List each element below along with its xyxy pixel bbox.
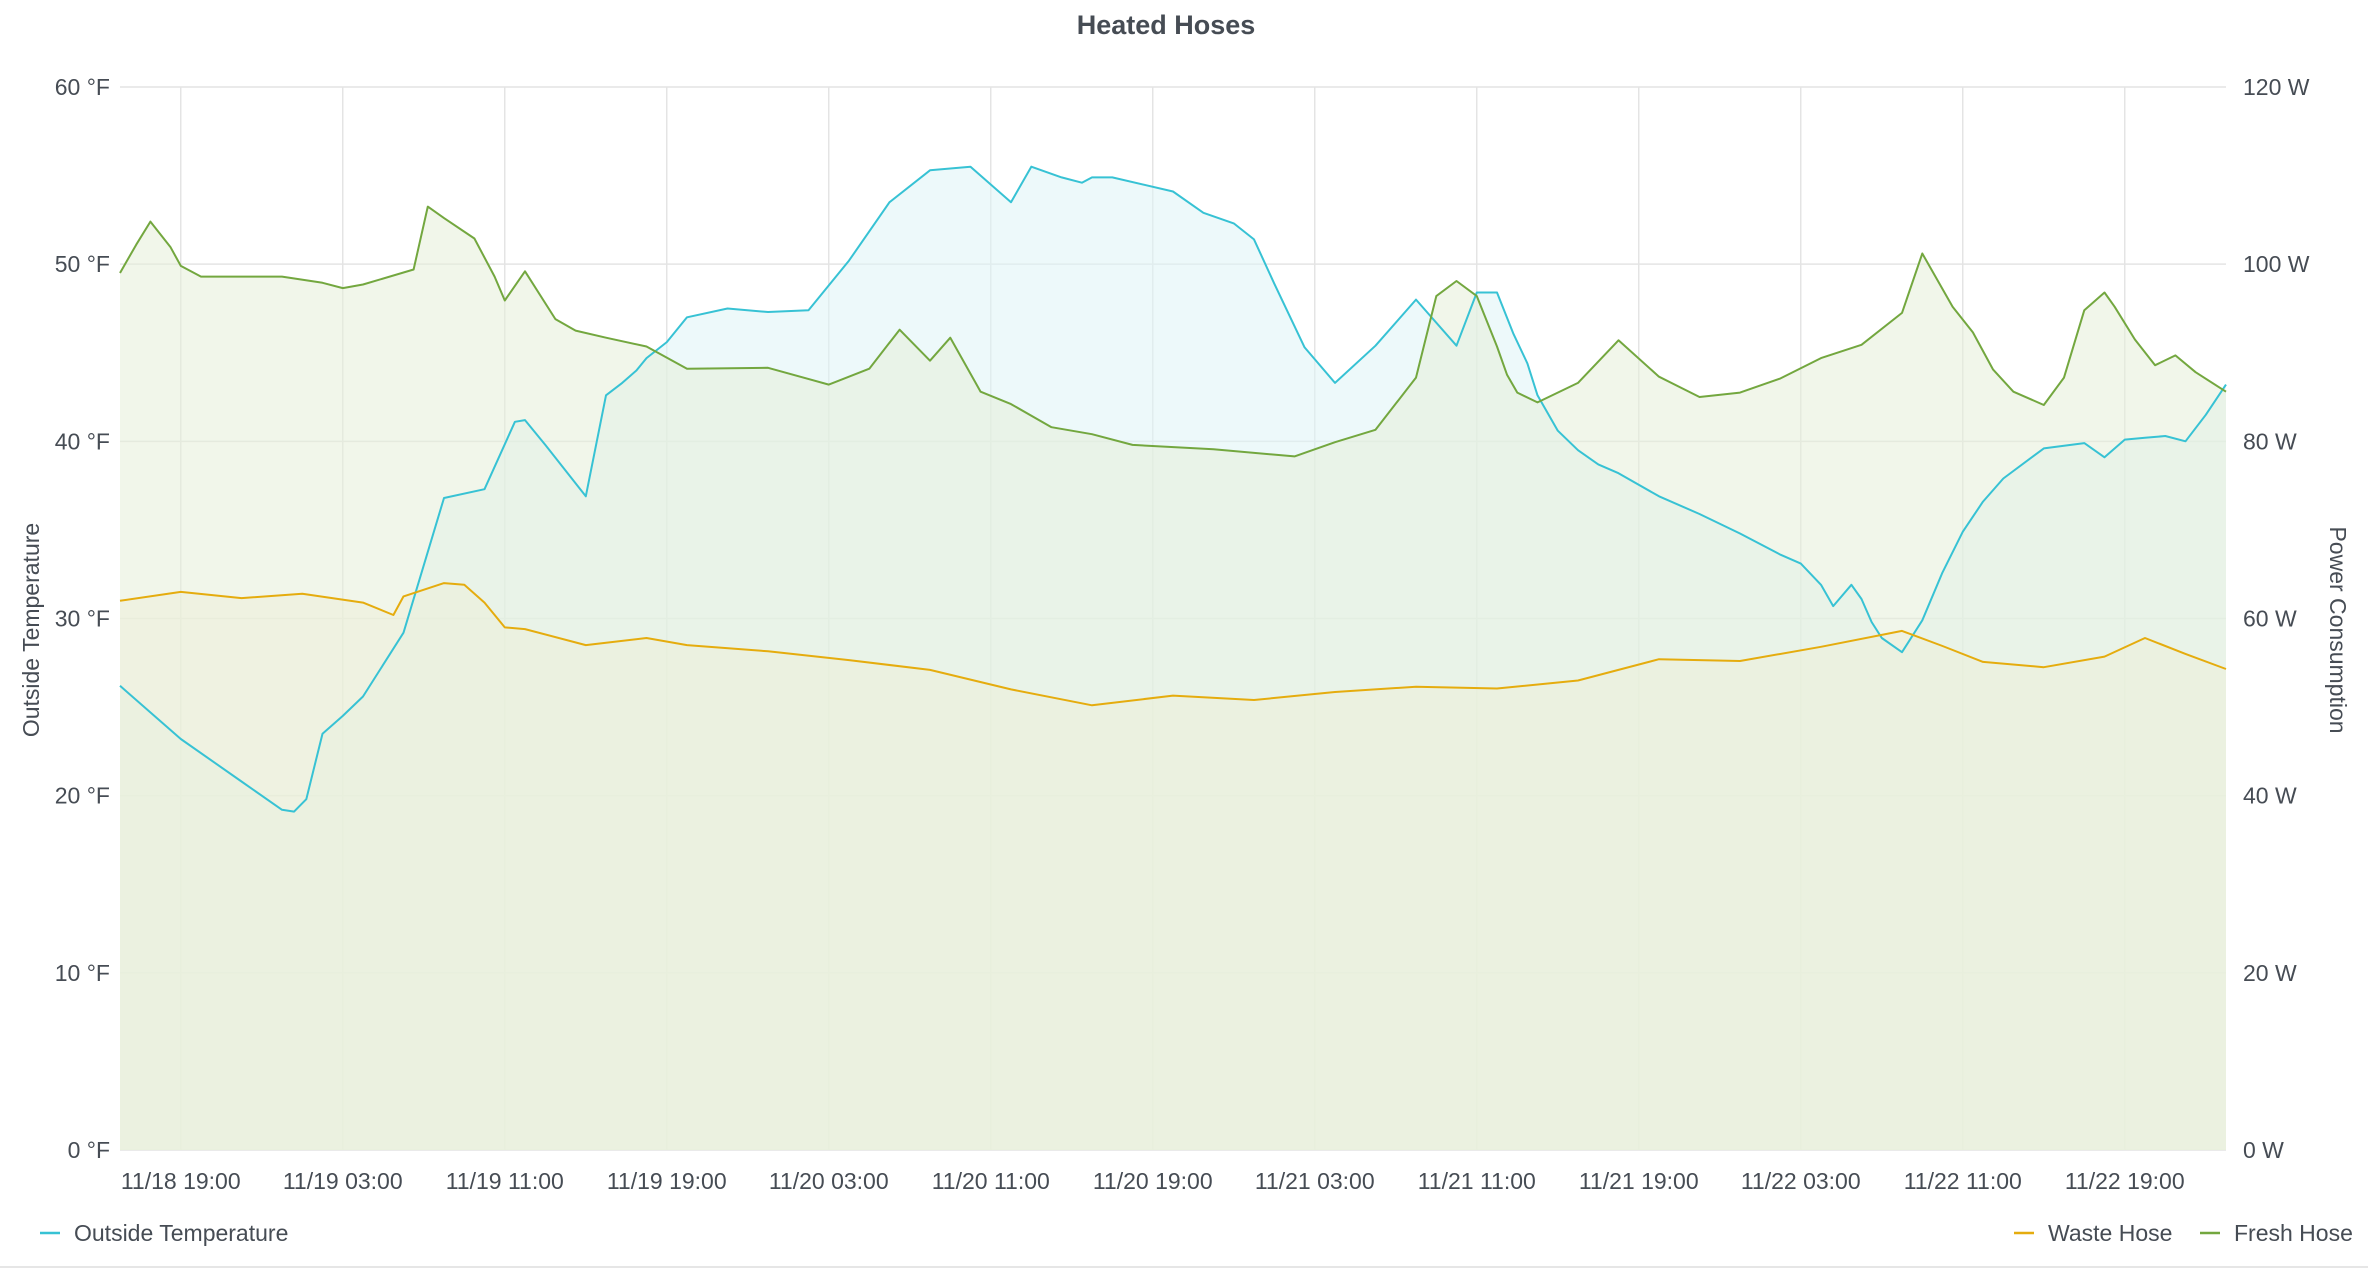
x-tick-label: 11/18 19:00 — [121, 1168, 241, 1194]
tick-layer: 0 °F 10 °F 20 °F 30 °F 40 °F 50 °F 60 °F 0 W 20 … — [55, 74, 2310, 1194]
x-tick-label: 11/21 03:00 — [1255, 1168, 1375, 1194]
legend-item-fresh-hose[interactable]: Fresh Hose — [2234, 1220, 2353, 1246]
y-left-tick-label: 50 °F — [55, 251, 110, 277]
x-tick-label: 11/19 11:00 — [446, 1168, 564, 1194]
y-left-tick-label: 10 °F — [55, 960, 110, 986]
y-right-tick-label: 80 W — [2243, 428, 2297, 454]
legend-item-outside-temperature[interactable]: Outside Temperature — [74, 1220, 288, 1246]
area-layer — [120, 166, 2226, 1151]
x-tick-label: 11/22 03:00 — [1741, 1168, 1861, 1194]
line-layer — [119, 165, 2227, 813]
x-tick-label: 11/22 19:00 — [2065, 1168, 2185, 1194]
x-tick-label: 11/19 19:00 — [607, 1168, 727, 1194]
y-right-tick-label: 120 W — [2243, 74, 2310, 100]
outside-temperature-line — [119, 165, 2227, 813]
fresh-hose-line — [119, 205, 2227, 458]
y-right-tick-label: 40 W — [2243, 783, 2297, 809]
y-left-tick-label: 40 °F — [55, 428, 110, 454]
legend-item-waste-hose[interactable]: Waste Hose — [2048, 1220, 2172, 1246]
y-right-tick-label: 100 W — [2243, 251, 2310, 277]
y-right-tick-label: 60 W — [2243, 606, 2297, 632]
x-tick-label: 11/21 19:00 — [1579, 1168, 1699, 1194]
y-left-tick-label: 60 °F — [55, 74, 110, 100]
y-left-tick-label: 0 °F — [68, 1137, 110, 1163]
x-tick-label: 11/20 11:00 — [932, 1168, 1050, 1194]
y-left-tick-label: 20 °F — [55, 783, 110, 809]
x-tick-label: 11/20 03:00 — [769, 1168, 889, 1194]
x-tick-label: 11/21 11:00 — [1418, 1168, 1536, 1194]
panel-bottom-divider — [0, 1266, 2368, 1268]
x-tick-label: 11/22 11:00 — [1904, 1168, 2022, 1194]
waste-hose-line — [119, 582, 2227, 707]
x-tick-label: 11/19 03:00 — [283, 1168, 403, 1194]
legend: Outside Temperature Waste Hose Fresh Hose — [40, 1220, 2353, 1246]
y-left-axis-label: Outside Temperature — [18, 523, 44, 737]
x-tick-label: 11/20 19:00 — [1093, 1168, 1213, 1194]
fresh-hose-area — [120, 206, 2226, 1151]
y-left-tick-label: 30 °F — [55, 606, 110, 632]
y-right-tick-label: 0 W — [2243, 1137, 2284, 1163]
chart-title: Heated Hoses — [1077, 10, 1256, 40]
y-right-tick-label: 20 W — [2243, 960, 2297, 986]
y-right-axis-label: Power Consumption — [2325, 526, 2351, 733]
